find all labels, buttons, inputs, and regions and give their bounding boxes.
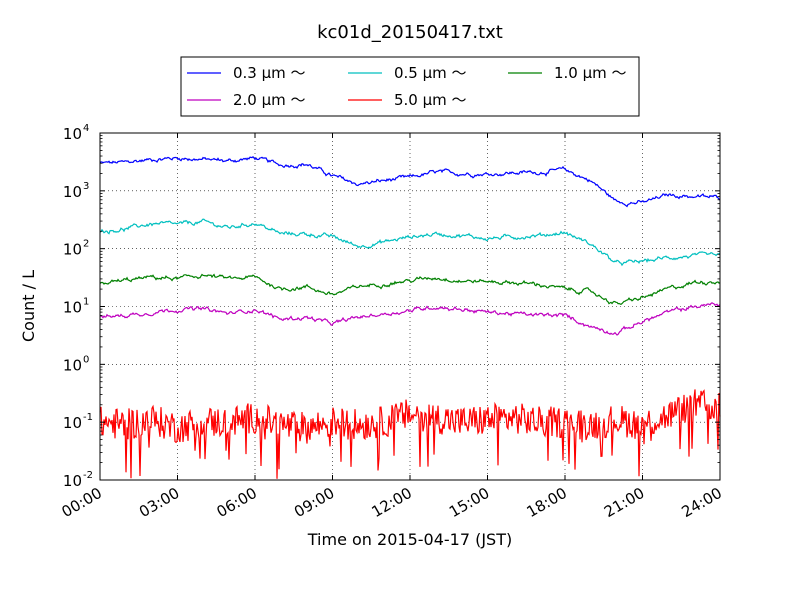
y-tick-exponent: 4 xyxy=(83,123,89,134)
axis-ticks xyxy=(99,132,721,481)
y-tick-label: 10 3 xyxy=(63,181,89,201)
y-tick-exponent: 3 xyxy=(83,181,89,192)
legend: 0.3 μm ～ 0.5 μm ～ 1.0 μm ～ 2.0 μm ～ 5.0 μm ～ xyxy=(180,56,640,117)
series-line xyxy=(99,218,721,267)
y-tick-exponent: 0 xyxy=(83,354,89,365)
grid-lines xyxy=(100,133,720,480)
legend-label: 0.3 μm ～ xyxy=(233,64,306,82)
y-tick-exponent: -2 xyxy=(83,470,93,481)
y-tick-exponent: -1 xyxy=(83,412,93,423)
series-line xyxy=(99,273,721,305)
y-tick-base: 10 xyxy=(63,183,82,201)
y-tick-label: 10 -1 xyxy=(63,412,93,432)
series-line xyxy=(99,302,721,336)
y-tick-label: 10 -2 xyxy=(63,470,93,490)
y-axis-label: Count / L xyxy=(19,270,38,342)
y-tick-base: 10 xyxy=(63,472,82,490)
x-axis-label: Time on 2015-04-17 (JST) xyxy=(307,530,512,549)
y-tick-exponent: 1 xyxy=(83,297,89,308)
series-layer xyxy=(99,155,721,479)
chart-title: kc01d_20150417.txt xyxy=(317,22,503,43)
y-tick-label: 10 0 xyxy=(63,354,89,374)
y-tick-base: 10 xyxy=(63,241,82,259)
legend-label: 2.0 μm ～ xyxy=(233,91,306,109)
legend-label: 0.5 μm ～ xyxy=(394,64,467,82)
y-tick-label: 10 2 xyxy=(63,239,89,259)
y-tick-base: 10 xyxy=(63,414,82,432)
series-line xyxy=(99,155,721,208)
legend-box xyxy=(180,56,640,117)
y-tick-base: 10 xyxy=(63,125,82,143)
series-line xyxy=(99,389,721,479)
legend-label: 1.0 μm ～ xyxy=(554,64,627,82)
y-tick-label: 10 1 xyxy=(63,297,89,317)
y-tick-label: 10 4 xyxy=(63,123,89,143)
y-tick-base: 10 xyxy=(63,356,82,374)
y-tick-exponent: 2 xyxy=(83,239,89,250)
y-tick-base: 10 xyxy=(63,299,82,317)
legend-label: 5.0 μm ～ xyxy=(394,91,467,109)
